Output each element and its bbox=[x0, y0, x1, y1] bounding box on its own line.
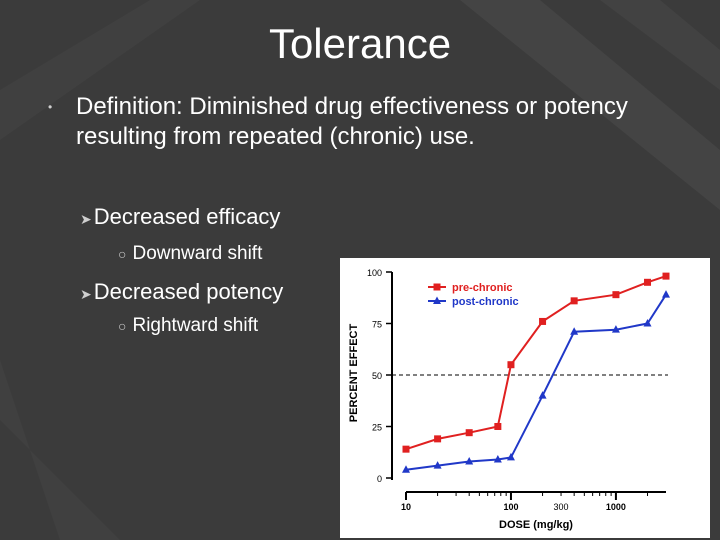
efficacy-text: Decreased efficacy bbox=[93, 204, 281, 229]
data-point-post-chronic bbox=[662, 290, 670, 298]
rightward-text: Rightward shift bbox=[132, 315, 259, 336]
chart-svg: PERCENT EFFECT DOSE (mg/kg) 100 75 50 25 0 1… bbox=[348, 268, 670, 531]
x-axis-label: DOSE (mg/kg) bbox=[499, 519, 573, 531]
slide-title: Tolerance bbox=[268, 20, 452, 67]
bullet-dot-icon: • bbox=[48, 100, 53, 114]
data-point-pre-chronic bbox=[612, 291, 620, 299]
y-axis-label: PERCENT EFFECT bbox=[348, 324, 360, 423]
data-point-pre-chronic bbox=[539, 317, 547, 325]
y-tick-label: 0 bbox=[377, 474, 382, 484]
data-point-post-chronic bbox=[538, 391, 547, 399]
data-point-post-chronic bbox=[570, 327, 579, 335]
x-tick-label: 1000 bbox=[606, 502, 626, 512]
data-point-pre-chronic bbox=[494, 423, 502, 430]
bullet-circle-icon: ○ bbox=[118, 318, 127, 334]
data-point-post-chronic bbox=[506, 452, 515, 461]
x-tick-label: 100 bbox=[503, 502, 518, 512]
legend-marker bbox=[433, 283, 441, 291]
potency-text: Decreased potency bbox=[93, 279, 284, 304]
legend-label: post-chronic bbox=[452, 296, 519, 308]
bullet-rightward-shift: ○ Rightward shift bbox=[118, 314, 258, 338]
definition-bullet: • Definition: Diminished drug effectiven… bbox=[48, 92, 668, 152]
definition-text: Definition: Diminished drug effectivenes… bbox=[76, 93, 628, 150]
bullet-arrow-icon: ➤ bbox=[80, 211, 92, 227]
series-line-post-chronic bbox=[405, 294, 667, 471]
data-point-post-chronic bbox=[402, 465, 410, 473]
legend-label: pre-chronic bbox=[452, 282, 513, 294]
data-point-pre-chronic bbox=[662, 272, 670, 280]
data-point-pre-chronic bbox=[434, 435, 442, 443]
data-point-post-chronic bbox=[611, 325, 620, 333]
data-point-post-chronic bbox=[493, 454, 502, 463]
data-point-pre-chronic bbox=[507, 361, 515, 369]
y-tick-label: 75 bbox=[372, 320, 382, 330]
bullet-decreased-efficacy: ➤Decreased efficacy bbox=[80, 203, 280, 233]
bullet-decreased-potency: ➤Decreased potency bbox=[80, 278, 283, 308]
x-tick-label: 10 bbox=[401, 502, 411, 512]
series-line-pre-chronic bbox=[405, 275, 667, 451]
y-tick-label: 25 bbox=[372, 423, 382, 433]
data-point-pre-chronic bbox=[465, 429, 473, 437]
data-point-post-chronic bbox=[643, 319, 652, 327]
x-tick-label: 300 bbox=[554, 502, 569, 512]
data-point-pre-chronic bbox=[570, 297, 578, 305]
bullet-circle-icon: ○ bbox=[118, 246, 127, 262]
bullet-arrow-icon: ➤ bbox=[80, 286, 92, 302]
downward-text: Downward shift bbox=[132, 243, 263, 264]
data-point-pre-chronic bbox=[402, 445, 410, 453]
y-tick-label: 50 bbox=[372, 371, 382, 381]
legend-marker bbox=[433, 296, 441, 304]
data-point-pre-chronic bbox=[644, 278, 652, 286]
data-point-post-chronic bbox=[465, 457, 474, 465]
dose-response-chart: PERCENT EFFECT DOSE (mg/kg) 100 75 50 25 0 1… bbox=[340, 258, 710, 538]
data-point-post-chronic bbox=[433, 461, 442, 469]
bullet-downward-shift: ○ Downward shift bbox=[118, 242, 262, 266]
y-tick-label: 100 bbox=[367, 268, 382, 278]
